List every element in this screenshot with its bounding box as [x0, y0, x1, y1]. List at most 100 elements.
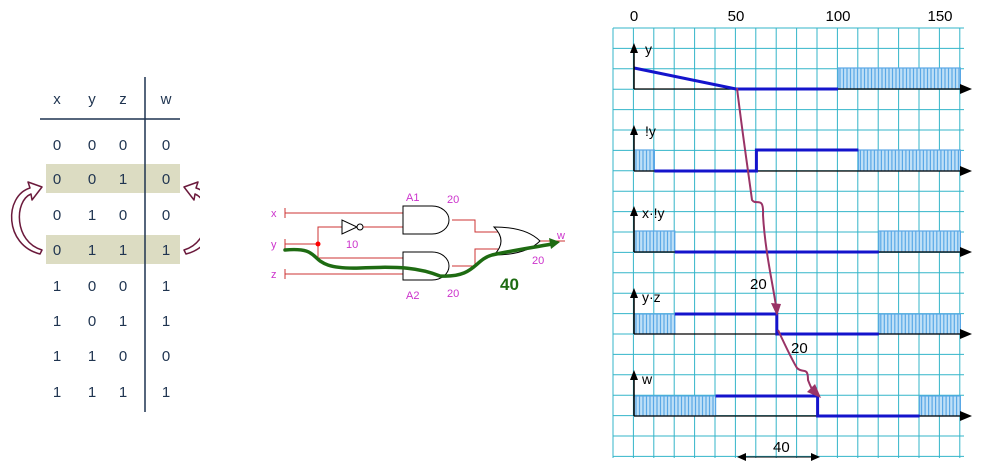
or-gate-delay: 20	[532, 255, 544, 267]
axis-tick-label: 150	[927, 8, 952, 25]
table-cell: 0	[119, 207, 127, 224]
output-label-w: w	[556, 230, 565, 242]
level-arrow	[630, 206, 638, 216]
table-row: 0 0 0 0	[53, 137, 170, 154]
highlight-row-011	[46, 235, 180, 264]
table-cell: 0	[53, 171, 61, 188]
input-label-z: z	[271, 269, 277, 281]
unknown-regions	[633, 67, 962, 417]
signal-label-y: y	[645, 41, 652, 57]
axis-tick-label: 0	[630, 8, 638, 25]
and-gate-a2	[402, 251, 450, 281]
time-arrow	[960, 166, 972, 176]
causality-arrowhead	[807, 384, 821, 398]
table-cell: 0	[162, 207, 170, 224]
table-row: 0 1 0 0	[53, 207, 170, 224]
interval-arrowhead-left	[737, 453, 746, 461]
table-cell: 0	[53, 137, 61, 154]
table-cell: 0	[53, 207, 61, 224]
curved-arrow-left-icon	[10, 181, 43, 255]
table-header-w: w	[160, 91, 172, 108]
critical-path-delay: 40	[500, 275, 519, 294]
table-row: 1 0 1 1	[53, 313, 170, 330]
table-row: 1 1 0 0	[53, 348, 170, 365]
table-cell: 1	[119, 171, 127, 188]
table-cell: 0	[119, 348, 127, 365]
table-cell: 1	[88, 384, 96, 401]
level-arrow	[630, 288, 638, 298]
interval-arrowhead-right	[811, 453, 820, 461]
table-cell: 1	[162, 242, 170, 259]
delay-label: 20	[791, 340, 808, 357]
unknown-region	[918, 395, 961, 417]
level-arrow	[630, 43, 638, 53]
causality-arrow	[736, 87, 777, 307]
axis-tick-label: 100	[825, 8, 850, 25]
not-gate	[341, 219, 364, 235]
signal-waveforms	[633, 66, 920, 418]
table-header-y: y	[88, 91, 96, 108]
and-gate-a1-delay: 20	[447, 194, 459, 206]
circuit-wires	[285, 212, 565, 275]
table-cell: 0	[162, 348, 170, 365]
time-arrow	[960, 329, 972, 339]
table-cell: 1	[119, 384, 127, 401]
table-cell: 1	[119, 242, 127, 259]
table-cell: 0	[119, 137, 127, 154]
table-cell: 1	[53, 313, 61, 330]
not-gate-delay: 10	[346, 239, 358, 251]
interval-label: 40	[773, 439, 790, 456]
table-cell: 1	[53, 348, 61, 365]
signal-axes	[630, 43, 972, 421]
signal-label-not-y: !y	[645, 123, 656, 139]
table-cell: 1	[88, 242, 96, 259]
unknown-region	[878, 313, 961, 335]
table-cell: 1	[53, 278, 61, 295]
critical-path-arrowhead	[549, 238, 560, 249]
and-gate-a2-delay: 20	[447, 288, 459, 300]
causality-arrowhead	[771, 303, 781, 316]
table-cell: 0	[88, 313, 96, 330]
timing-grid	[612, 27, 964, 458]
unknown-region	[857, 149, 962, 172]
and-gate-a1-name: A1	[406, 192, 419, 204]
table-row: 0 1 1 1	[53, 242, 170, 259]
table-cell: 0	[53, 242, 61, 259]
table-cell: 1	[88, 348, 96, 365]
junction-dot	[315, 241, 321, 247]
signal-label-w: w	[641, 371, 653, 387]
table-row: 1 1 1 1	[53, 384, 170, 401]
signal-waveform	[633, 66, 838, 91]
unknown-region	[633, 313, 676, 335]
table-cell: 1	[53, 384, 61, 401]
unknown-region	[878, 230, 961, 253]
table-cell: 1	[162, 313, 170, 330]
axis-tick-label: 50	[728, 8, 745, 25]
table-header-z: z	[119, 91, 127, 108]
table-cell: 0	[88, 171, 96, 188]
table-cell: 0	[88, 137, 96, 154]
signal-baselines	[634, 88, 960, 417]
table-cell: 0	[162, 171, 170, 188]
table-cell: 0	[88, 278, 96, 295]
signal-label-x-and-not-y: x·!y	[642, 205, 665, 221]
table-cell: 0	[162, 137, 170, 154]
unknown-region	[633, 149, 655, 172]
and-gate-a1	[402, 205, 450, 235]
table-cell: 1	[119, 313, 127, 330]
time-arrow	[960, 84, 972, 94]
input-label-y: y	[271, 239, 277, 251]
truth-table: x y z w 0 0 0 0 0 0 1 0 0 1 0 0 0 1 1 1 …	[10, 77, 200, 412]
table-cell: 1	[162, 384, 170, 401]
critical-path	[283, 242, 554, 278]
signal-waveform	[654, 148, 859, 173]
level-arrow	[630, 125, 638, 135]
and-gate-a2-name: A2	[406, 290, 419, 302]
causality-arrow	[777, 329, 817, 395]
time-arrow	[960, 247, 972, 257]
table-cell: 1	[162, 278, 170, 295]
table-cell: 0	[119, 278, 127, 295]
input-label-x: x	[271, 208, 277, 220]
table-row: 1 0 0 1	[53, 278, 170, 295]
table-header-x: x	[53, 91, 61, 108]
